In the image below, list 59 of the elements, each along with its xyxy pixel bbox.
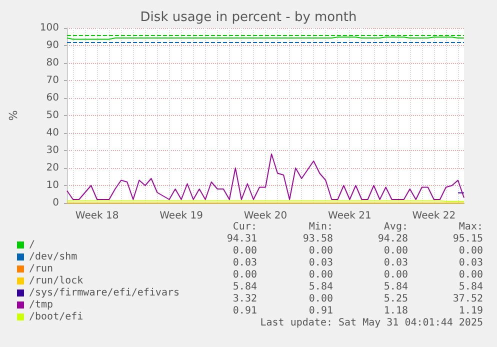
legend-label: /dev/shm [29,252,78,262]
y-tick-label: 0 [52,198,59,208]
y-tick-label: 10 [46,180,59,191]
text: Last update: Sat May 31 04:01:44 2025 [260,318,483,328]
text: 0.91 [232,306,257,316]
y-tick-label: 80 [46,58,59,68]
text: 0.00 [308,246,333,256]
text: 0.00 [384,270,408,280]
text: 5.84 [308,282,333,292]
text: 1.18 [384,306,408,316]
text: 0.03 [384,258,408,268]
legend-label: /boot/efi [29,312,84,322]
text: 0.03 [308,258,333,268]
text: Cur: [232,222,257,232]
chart-title: Disk usage in percent - by month [140,10,357,25]
legend-label: /tmp [29,300,54,310]
text: 0.00 [232,246,257,256]
text: 0.91 [308,306,333,316]
text: 0.00 [458,246,483,256]
text: 95.15 [452,234,483,244]
y-tick-label: 50 [46,110,59,121]
y-tick-label: 70 [46,75,59,86]
text: 0.00 [308,294,333,304]
text: Max: [458,222,483,232]
text: 0.03 [232,258,257,268]
y-tick-label: 60 [46,92,59,104]
legend-label: /run [29,264,54,274]
text: 1.19 [458,306,483,316]
text: Min: [308,222,333,232]
text: 5.84 [458,282,483,292]
x-tick-label: Week 20 [244,210,288,222]
x-tick-label: Week 22 [412,210,456,222]
legend-label: /run/lock [29,276,84,286]
x-tick-label: Week 19 [160,210,203,222]
text: 0.00 [232,270,257,280]
y-tick-label: 100 [40,22,59,34]
text: Avg: [384,222,408,232]
text: 94.31 [226,234,257,244]
x-tick-label: Week 21 [328,210,372,222]
text: 93.58 [302,234,333,244]
legend-label: /sys/firmware/efi/efivars [29,288,180,298]
text: 0.00 [308,270,333,280]
y-tick-label: 20 [46,162,59,174]
y-axis-title: % [7,110,20,121]
text: 5.84 [232,282,257,292]
y-tick-label: 90 [46,40,59,51]
text: 0.03 [458,258,483,268]
y-tick-label: 40 [46,128,59,138]
text: 0.00 [458,270,483,280]
y-tick-label: 30 [46,145,59,156]
text: 37.52 [452,294,483,304]
line-series [66,154,464,200]
text: 0.00 [384,246,408,256]
text: 5.84 [384,282,408,292]
x-tick-label: Week 18 [75,210,119,222]
legend-label: / [29,240,36,250]
text: 94.28 [378,234,408,244]
text: 3.32 [232,294,257,304]
text: 5.25 [384,294,408,304]
